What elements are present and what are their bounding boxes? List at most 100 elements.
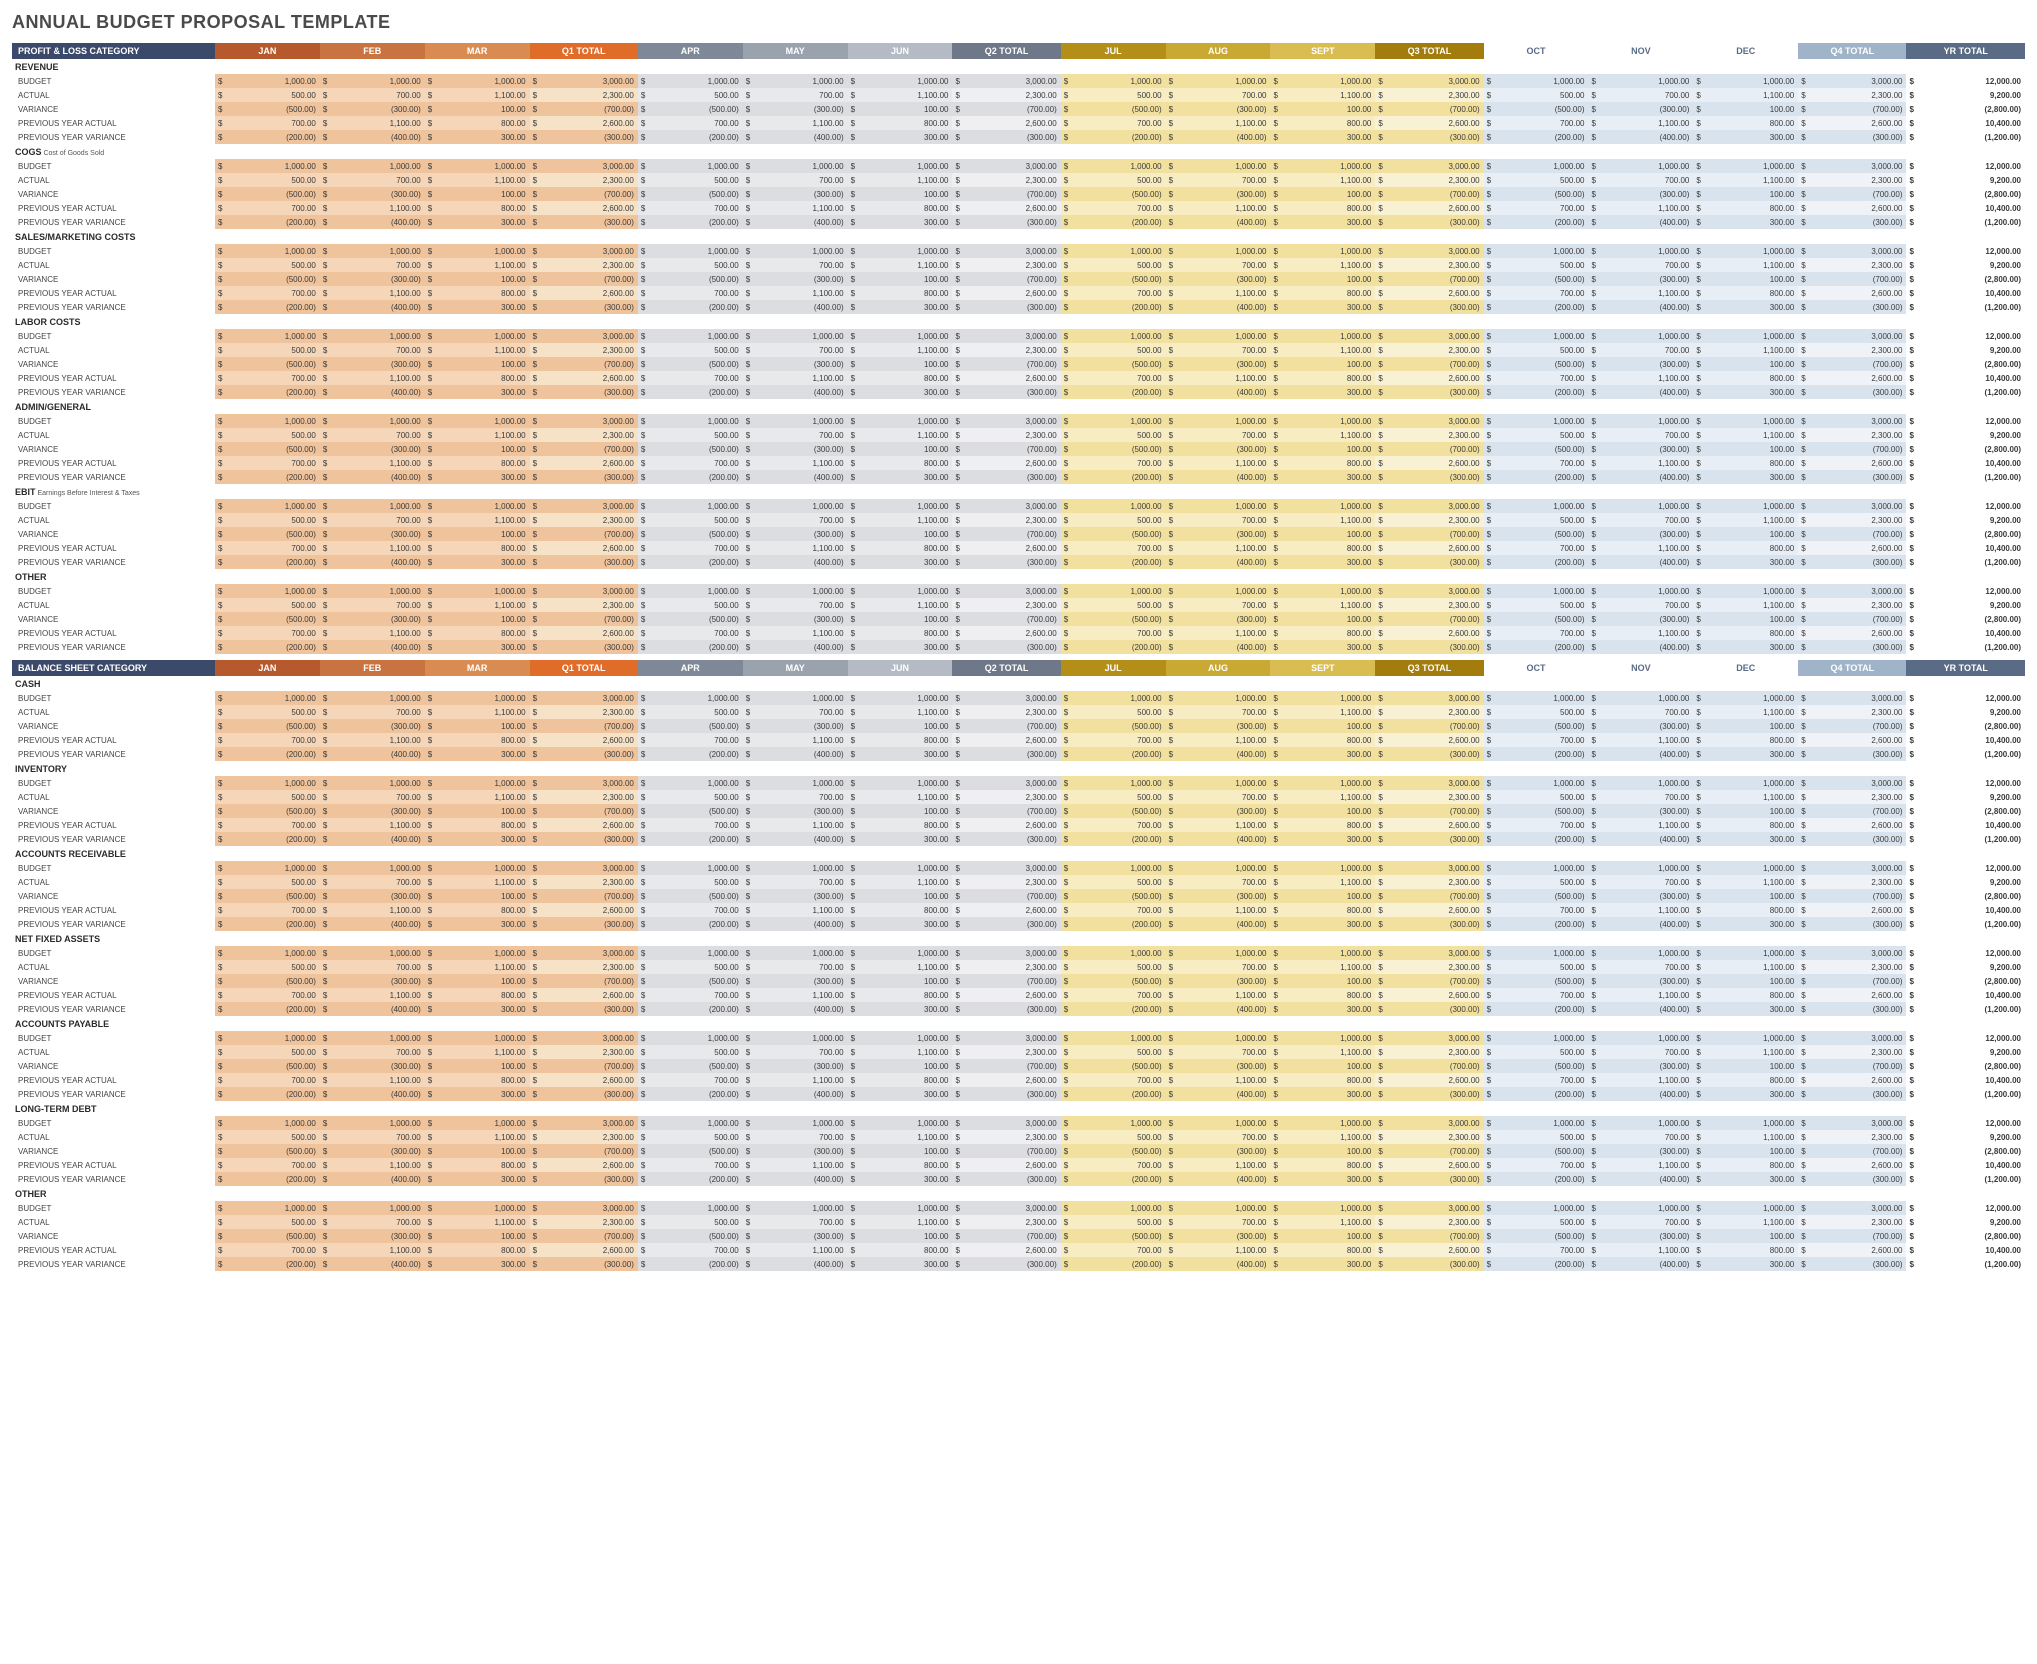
month-cell: $100.00 — [848, 357, 953, 371]
month-cell: $(400.00) — [320, 215, 425, 229]
month-cell: $300.00 — [1270, 832, 1375, 846]
month-header: JUN — [848, 660, 953, 676]
month-cell: $1,100.00 — [743, 733, 848, 747]
month-cell: $(300.00) — [1166, 889, 1271, 903]
month-cell: $(300.00) — [1166, 1059, 1271, 1073]
month-cell: $700.00 — [743, 258, 848, 272]
month-cell: $100.00 — [1270, 1229, 1375, 1243]
month-cell: $500.00 — [1484, 790, 1589, 804]
month-cell: $(200.00) — [1061, 1002, 1166, 1016]
quarter-total-cell: $2,300.00 — [952, 428, 1060, 442]
month-cell: $700.00 — [743, 1045, 848, 1059]
year-total-cell: $9,200.00 — [1906, 173, 2025, 187]
month-cell: $300.00 — [848, 1172, 953, 1186]
month-cell: $(300.00) — [1166, 804, 1271, 818]
quarter-total-cell: $2,300.00 — [952, 513, 1060, 527]
quarter-total-cell: $(300.00) — [952, 1172, 1060, 1186]
month-cell: $1,100.00 — [1166, 988, 1271, 1002]
year-total-cell: $(1,200.00) — [1906, 215, 2025, 229]
month-cell: $(400.00) — [743, 1257, 848, 1271]
month-cell: $700.00 — [1588, 790, 1693, 804]
month-cell: $1,000.00 — [848, 244, 953, 258]
month-cell: $(200.00) — [1484, 832, 1589, 846]
month-cell: $800.00 — [1270, 1158, 1375, 1172]
row-label: PREVIOUS YEAR VARIANCE — [12, 555, 215, 569]
month-cell: $(300.00) — [743, 974, 848, 988]
month-cell: $300.00 — [1693, 1002, 1798, 1016]
month-cell: $(300.00) — [1166, 1144, 1271, 1158]
quarter-total-cell: $(700.00) — [1798, 719, 1906, 733]
month-cell: $(400.00) — [320, 917, 425, 931]
month-cell: $(400.00) — [1588, 747, 1693, 761]
year-total-cell: $9,200.00 — [1906, 343, 2025, 357]
month-cell: $100.00 — [1693, 889, 1798, 903]
month-cell: $500.00 — [638, 428, 743, 442]
data-row: PREVIOUS YEAR ACTUAL$700.00$1,100.00$800… — [12, 286, 2025, 300]
quarter-total-cell: $(300.00) — [1798, 300, 1906, 314]
month-cell: $100.00 — [848, 1059, 953, 1073]
month-cell: $(300.00) — [320, 974, 425, 988]
month-cell: $700.00 — [1061, 371, 1166, 385]
month-cell: $100.00 — [1270, 442, 1375, 456]
month-cell: $1,100.00 — [848, 88, 953, 102]
month-cell: $300.00 — [1693, 832, 1798, 846]
group-title-row: LONG-TERM DEBT — [12, 1101, 2025, 1116]
row-label: ACTUAL — [12, 790, 215, 804]
quarter-total-cell: $(300.00) — [952, 300, 1060, 314]
month-cell: $(200.00) — [1484, 1172, 1589, 1186]
month-cell: $700.00 — [1588, 173, 1693, 187]
data-row: VARIANCE$(500.00)$(300.00)$100.00$(700.0… — [12, 357, 2025, 371]
quarter-total-cell: $2,600.00 — [1798, 116, 1906, 130]
row-label: PREVIOUS YEAR ACTUAL — [12, 818, 215, 832]
data-row: PREVIOUS YEAR VARIANCE$(200.00)$(400.00)… — [12, 1087, 2025, 1101]
quarter-total-cell: $2,600.00 — [1375, 371, 1483, 385]
quarter-total-cell: $2,600.00 — [952, 988, 1060, 1002]
quarter-total-cell: $2,600.00 — [952, 626, 1060, 640]
month-cell: $1,100.00 — [1166, 1243, 1271, 1257]
quarter-total-cell: $3,000.00 — [952, 946, 1060, 960]
month-cell: $1,100.00 — [1588, 116, 1693, 130]
month-cell: $(300.00) — [743, 804, 848, 818]
quarter-total-cell: $3,000.00 — [1375, 244, 1483, 258]
quarter-total-cell: $3,000.00 — [1798, 329, 1906, 343]
month-cell: $1,000.00 — [1693, 1201, 1798, 1215]
data-row: VARIANCE$(500.00)$(300.00)$100.00$(700.0… — [12, 102, 2025, 116]
month-cell: $1,000.00 — [215, 584, 320, 598]
month-cell: $500.00 — [215, 88, 320, 102]
month-cell: $800.00 — [425, 1243, 530, 1257]
month-cell: $300.00 — [848, 1002, 953, 1016]
month-cell: $1,000.00 — [1270, 1201, 1375, 1215]
month-cell: $500.00 — [1061, 513, 1166, 527]
quarter-total-cell: $2,300.00 — [1798, 173, 1906, 187]
month-cell: $700.00 — [320, 705, 425, 719]
quarter-total-cell: $(700.00) — [530, 102, 638, 116]
month-cell: $1,000.00 — [1270, 776, 1375, 790]
month-cell: $1,100.00 — [1270, 875, 1375, 889]
quarter-total-cell: $(300.00) — [1798, 215, 1906, 229]
row-label: PREVIOUS YEAR ACTUAL — [12, 456, 215, 470]
month-cell: $1,000.00 — [1166, 946, 1271, 960]
month-cell: $(300.00) — [320, 804, 425, 818]
month-cell: $1,000.00 — [1484, 74, 1589, 88]
quarter-total-cell: $2,300.00 — [530, 875, 638, 889]
quarter-total-cell: $(700.00) — [530, 612, 638, 626]
quarter-total-cell: $2,600.00 — [1375, 903, 1483, 917]
row-label: VARIANCE — [12, 102, 215, 116]
month-cell: $(300.00) — [320, 102, 425, 116]
year-total-cell: $(2,800.00) — [1906, 527, 2025, 541]
data-row: PREVIOUS YEAR VARIANCE$(200.00)$(400.00)… — [12, 555, 2025, 569]
month-cell: $700.00 — [320, 88, 425, 102]
year-total-cell: $9,200.00 — [1906, 513, 2025, 527]
month-cell: $(400.00) — [743, 747, 848, 761]
month-cell: $800.00 — [1693, 903, 1798, 917]
month-cell: $300.00 — [848, 385, 953, 399]
month-cell: $500.00 — [638, 1130, 743, 1144]
quarter-total-cell: $2,600.00 — [530, 1158, 638, 1172]
month-cell: $300.00 — [1693, 470, 1798, 484]
month-cell: $1,000.00 — [1166, 499, 1271, 513]
month-cell: $700.00 — [743, 875, 848, 889]
quarter-total-cell: $2,600.00 — [1375, 733, 1483, 747]
month-cell: $(400.00) — [1588, 130, 1693, 144]
month-cell: $1,000.00 — [1061, 499, 1166, 513]
month-cell: $1,000.00 — [1166, 74, 1271, 88]
